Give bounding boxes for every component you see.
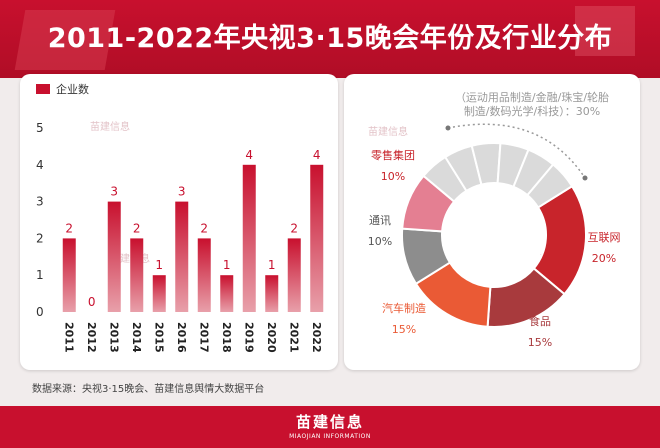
x-tick-label: 2018 (220, 322, 233, 353)
slice-percent-label: 10% (381, 170, 405, 183)
watermark: 苗建信息 (368, 125, 408, 138)
x-tick-label: 2014 (130, 322, 143, 353)
header-decoration (575, 6, 635, 56)
bar (152, 275, 166, 312)
footer-bar (0, 406, 660, 448)
bar-series: 0 1 2 3 4 5 2 2011 0 2012 3 2013 2 2014 1 2015 3 2016 2 201… (36, 121, 324, 353)
connector-dot (582, 175, 588, 181)
x-tick-label: 2017 (197, 322, 210, 353)
slice-name-label: 互联网 (588, 231, 621, 244)
connector-dot (445, 125, 451, 131)
bar-value-label: 1 (155, 258, 163, 272)
x-tick-label: 2011 (62, 322, 75, 353)
y-tick-label: 0 (36, 305, 44, 319)
slice-percent-label: 20% (592, 252, 616, 265)
page-title: 2011-2022年央视3·15晚会年份及行业分布 (47, 23, 613, 54)
bar-value-label: 1 (223, 258, 231, 272)
bar (175, 201, 189, 312)
x-tick-label: 2013 (107, 322, 120, 353)
slice-percent-label: 10% (368, 235, 392, 248)
footer-brand: 苗建信息 (295, 413, 364, 431)
source-note: 数据来源：央视3·15晚会、苗建信息舆情大数据平台 (32, 384, 265, 395)
slice-name-label: 食品 (529, 314, 551, 328)
bar-value-label: 3 (110, 185, 118, 199)
bar (197, 238, 211, 312)
bar (220, 275, 234, 312)
x-tick-label: 2012 (85, 322, 98, 353)
bar (287, 238, 301, 312)
bar (242, 164, 256, 312)
bar (265, 275, 279, 312)
donut-slice-other (526, 163, 574, 209)
y-tick-label: 2 (36, 231, 44, 245)
header-banner (0, 0, 660, 78)
other-slice-connector (447, 123, 586, 179)
slice-percent-label: 15% (392, 323, 416, 336)
bar-value-label: 1 (268, 258, 276, 272)
bar-value-label: 2 (290, 221, 298, 235)
bar (130, 238, 144, 312)
other-slice-label-line2: 制造/数码光学/科技）：30% (464, 104, 600, 118)
slice-percent-label: 15% (528, 336, 552, 349)
bar-value-label: 0 (88, 295, 96, 309)
x-tick-label: 2015 (152, 322, 165, 353)
slice-name-label: 通讯 (369, 214, 391, 227)
bar (310, 164, 324, 312)
bar-value-label: 2 (133, 221, 141, 235)
donut-series: 互联网 20% 食品 15% 汽车制造 15% 通讯 10% 零售集团 10% (368, 142, 621, 349)
legend-label: 企业数 (56, 82, 89, 96)
footer-logo: 苗建信息 MIAOJIAN INFORMATION (0, 411, 660, 440)
x-tick-label: 2016 (175, 322, 188, 353)
y-tick-label: 5 (36, 121, 44, 135)
bar (107, 201, 121, 312)
bar-value-label: 2 (200, 221, 208, 235)
bar-value-label: 2 (65, 221, 73, 235)
legend-swatch (36, 84, 50, 94)
slice-name-label: 汽车制造 (382, 301, 426, 315)
bar-value-label: 4 (245, 148, 253, 162)
y-tick-label: 1 (36, 268, 44, 282)
other-slice-label-line1: （运动用品制造/金融/珠宝/轮胎 (455, 90, 609, 104)
x-tick-label: 2021 (287, 322, 300, 353)
footer-brand-en: MIAOJIAN INFORMATION (289, 433, 371, 440)
x-tick-label: 2019 (242, 322, 255, 353)
y-tick-label: 4 (36, 158, 44, 172)
x-tick-label: 2022 (310, 322, 323, 353)
y-tick-label: 3 (36, 195, 44, 209)
bar-value-label: 4 (313, 148, 321, 162)
x-tick-label: 2020 (265, 322, 278, 353)
slice-name-label: 零售集团 (371, 148, 415, 162)
watermark: 苗建信息 (90, 120, 130, 133)
bar (62, 238, 76, 312)
bar-value-label: 3 (178, 185, 186, 199)
